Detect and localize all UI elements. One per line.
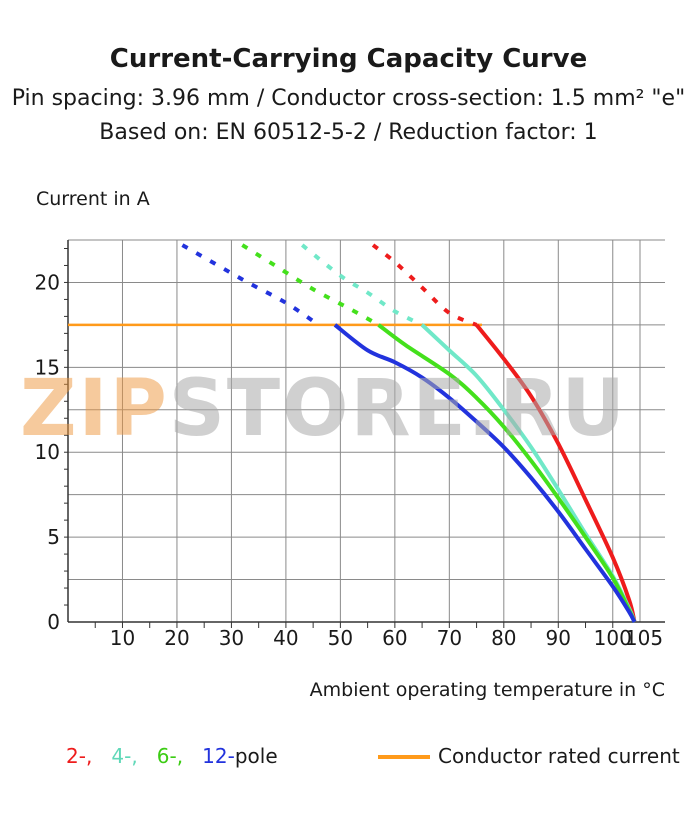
x-axis-label: Ambient operating temperature in °C (309, 679, 665, 701)
series-2-dashed-extension (241, 243, 380, 327)
series-0-dashed-extension (371, 243, 478, 327)
x-tick-label: 90 (546, 626, 571, 650)
legend-item-6-pole: 6-, (156, 744, 184, 768)
x-tick-label: 80 (491, 626, 516, 650)
legend-rated-current: Conductor rated current (438, 744, 680, 768)
chart-subtitle-line-1: Pin spacing: 3.96 mm / Conductor cross-s… (11, 86, 686, 111)
y-tick-label: 10 (35, 440, 60, 464)
legend-item-4-pole: 4-, (111, 744, 138, 768)
x-tick-label: 105 (625, 626, 663, 650)
legend-pole-suffix: pole (234, 744, 278, 768)
watermark-part-1: ZIP (20, 364, 169, 454)
watermark-part-2: STORE.RU (168, 364, 627, 454)
legend-rated-current-swatch (378, 755, 430, 759)
x-tick-label: 40 (273, 626, 298, 650)
chart-subtitle-line-2: Based on: EN 60512-5-2 / Reduction facto… (99, 120, 598, 145)
legend-item-2-pole: 2-, (66, 744, 93, 768)
x-tick-label: 30 (219, 626, 244, 650)
legend-poles: 2-, 4-, 6-, 12-pole (66, 744, 278, 768)
chart-title: Current-Carrying Capacity Curve (109, 44, 588, 74)
y-tick-label: 15 (35, 355, 60, 379)
x-tick-label: 70 (437, 626, 462, 650)
series-0-line (475, 323, 637, 623)
watermark: ZIPSTORE.RU (20, 364, 627, 454)
series-3-dashed-extension (181, 243, 320, 327)
y-tick-label: 5 (47, 525, 60, 549)
y-tick-label: 20 (35, 270, 60, 294)
y-axis-label: Current in A (36, 188, 150, 210)
series-3-line (333, 323, 637, 623)
x-tick-label: 50 (328, 626, 353, 650)
x-tick-label: 10 (110, 626, 135, 650)
series-2-line (377, 323, 637, 623)
x-tick-label: 100 (594, 626, 632, 650)
y-tick-label: 0 (47, 610, 60, 634)
series-1-dashed-extension (300, 243, 423, 327)
x-tick-label: 60 (382, 626, 407, 650)
x-tick-label: 20 (164, 626, 189, 650)
legend-item-12-pole: 12- (202, 744, 235, 768)
